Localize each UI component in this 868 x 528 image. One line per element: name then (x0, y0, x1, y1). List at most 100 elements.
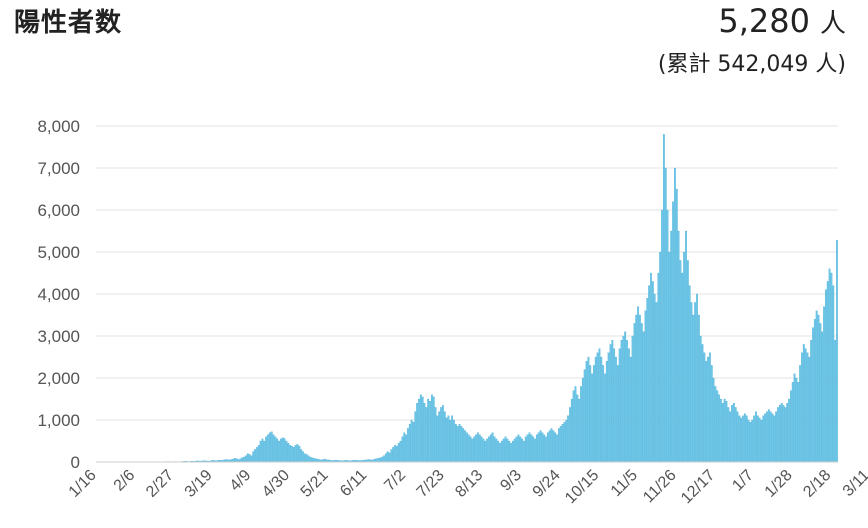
x-tick-label: 9/24 (530, 467, 564, 501)
bar (583, 369, 586, 463)
bar (489, 434, 492, 463)
y-tick-label: 3,000 (37, 327, 80, 346)
bar (802, 344, 805, 463)
bar (635, 314, 638, 463)
bar (383, 455, 385, 463)
bar (296, 444, 299, 463)
x-tick-label: 11/5 (608, 467, 641, 500)
bar (674, 167, 676, 463)
bar (651, 281, 654, 463)
bar (482, 438, 485, 463)
bar (254, 449, 257, 463)
bar (245, 455, 247, 463)
bar (596, 352, 599, 463)
bar (576, 394, 579, 463)
bar (685, 230, 687, 463)
bar (552, 430, 555, 463)
bar (403, 432, 406, 463)
bar (767, 409, 770, 463)
bar (775, 411, 778, 463)
bar (836, 240, 838, 463)
bar (738, 415, 741, 463)
bar (556, 434, 558, 463)
bar (797, 382, 800, 463)
x-tick-label: 5/21 (298, 467, 332, 501)
bar (442, 405, 444, 463)
bar (791, 382, 794, 463)
bar (826, 281, 829, 463)
bar (414, 411, 417, 463)
latest-unit: 人 (819, 9, 846, 39)
bar (620, 340, 623, 463)
bar (506, 438, 509, 463)
bar (732, 403, 735, 463)
bar (701, 344, 704, 463)
bar (454, 424, 457, 463)
bar (834, 340, 837, 463)
bar (710, 365, 713, 463)
bar (500, 440, 503, 463)
x-tick-label: 2/18 (800, 467, 834, 501)
bar (758, 417, 761, 463)
bar (469, 436, 472, 463)
bar (462, 428, 465, 463)
bar (256, 447, 258, 463)
bar (830, 272, 833, 463)
bar (263, 440, 266, 463)
bar (712, 377, 715, 463)
bar (456, 426, 459, 463)
bar (755, 411, 757, 463)
cumulative-total: (累計 542,049 人) (657, 52, 846, 77)
x-tick-label: 1/28 (762, 467, 796, 501)
bar (546, 432, 549, 463)
bar (233, 458, 236, 463)
bar (611, 340, 614, 463)
bar (786, 403, 789, 463)
bar (246, 453, 249, 463)
bar (773, 415, 776, 463)
x-tick-label: 3/11 (840, 467, 868, 500)
bar (683, 251, 686, 463)
bar (587, 356, 590, 463)
bar (419, 394, 422, 463)
bar (513, 438, 516, 463)
bar (824, 289, 827, 463)
bar (602, 365, 605, 463)
bar (784, 407, 787, 463)
bar (390, 449, 393, 463)
bar (644, 310, 647, 463)
bar (616, 365, 619, 463)
bar (771, 413, 774, 463)
bar (697, 314, 700, 463)
bar (600, 356, 603, 463)
bar (550, 428, 553, 463)
bar (397, 442, 400, 463)
bar (793, 373, 796, 463)
bar (565, 419, 568, 463)
bar (480, 436, 483, 463)
bar (243, 456, 245, 463)
bar (510, 442, 512, 463)
bar (615, 356, 617, 463)
x-axis-ticks: 1/16 2/6 2/27 3/19 4/9 4/30 5/21 6/11 7/2 7/23 8/1… (66, 467, 868, 507)
y-tick-label: 1,000 (37, 411, 80, 430)
bar (530, 434, 533, 463)
bar (581, 377, 584, 463)
bar (478, 434, 481, 463)
bar (502, 438, 505, 463)
bar (276, 438, 279, 463)
bar (495, 438, 498, 463)
bar (743, 413, 746, 463)
bar (740, 417, 743, 463)
bar (445, 417, 448, 463)
x-tick-label: 10/15 (562, 467, 602, 507)
bar (670, 230, 673, 463)
bar (535, 434, 538, 463)
bar (666, 209, 669, 463)
bar (287, 442, 290, 463)
bar (432, 396, 435, 463)
bar (545, 436, 547, 463)
bar (265, 436, 268, 463)
bar (817, 314, 820, 463)
bar (725, 400, 728, 463)
